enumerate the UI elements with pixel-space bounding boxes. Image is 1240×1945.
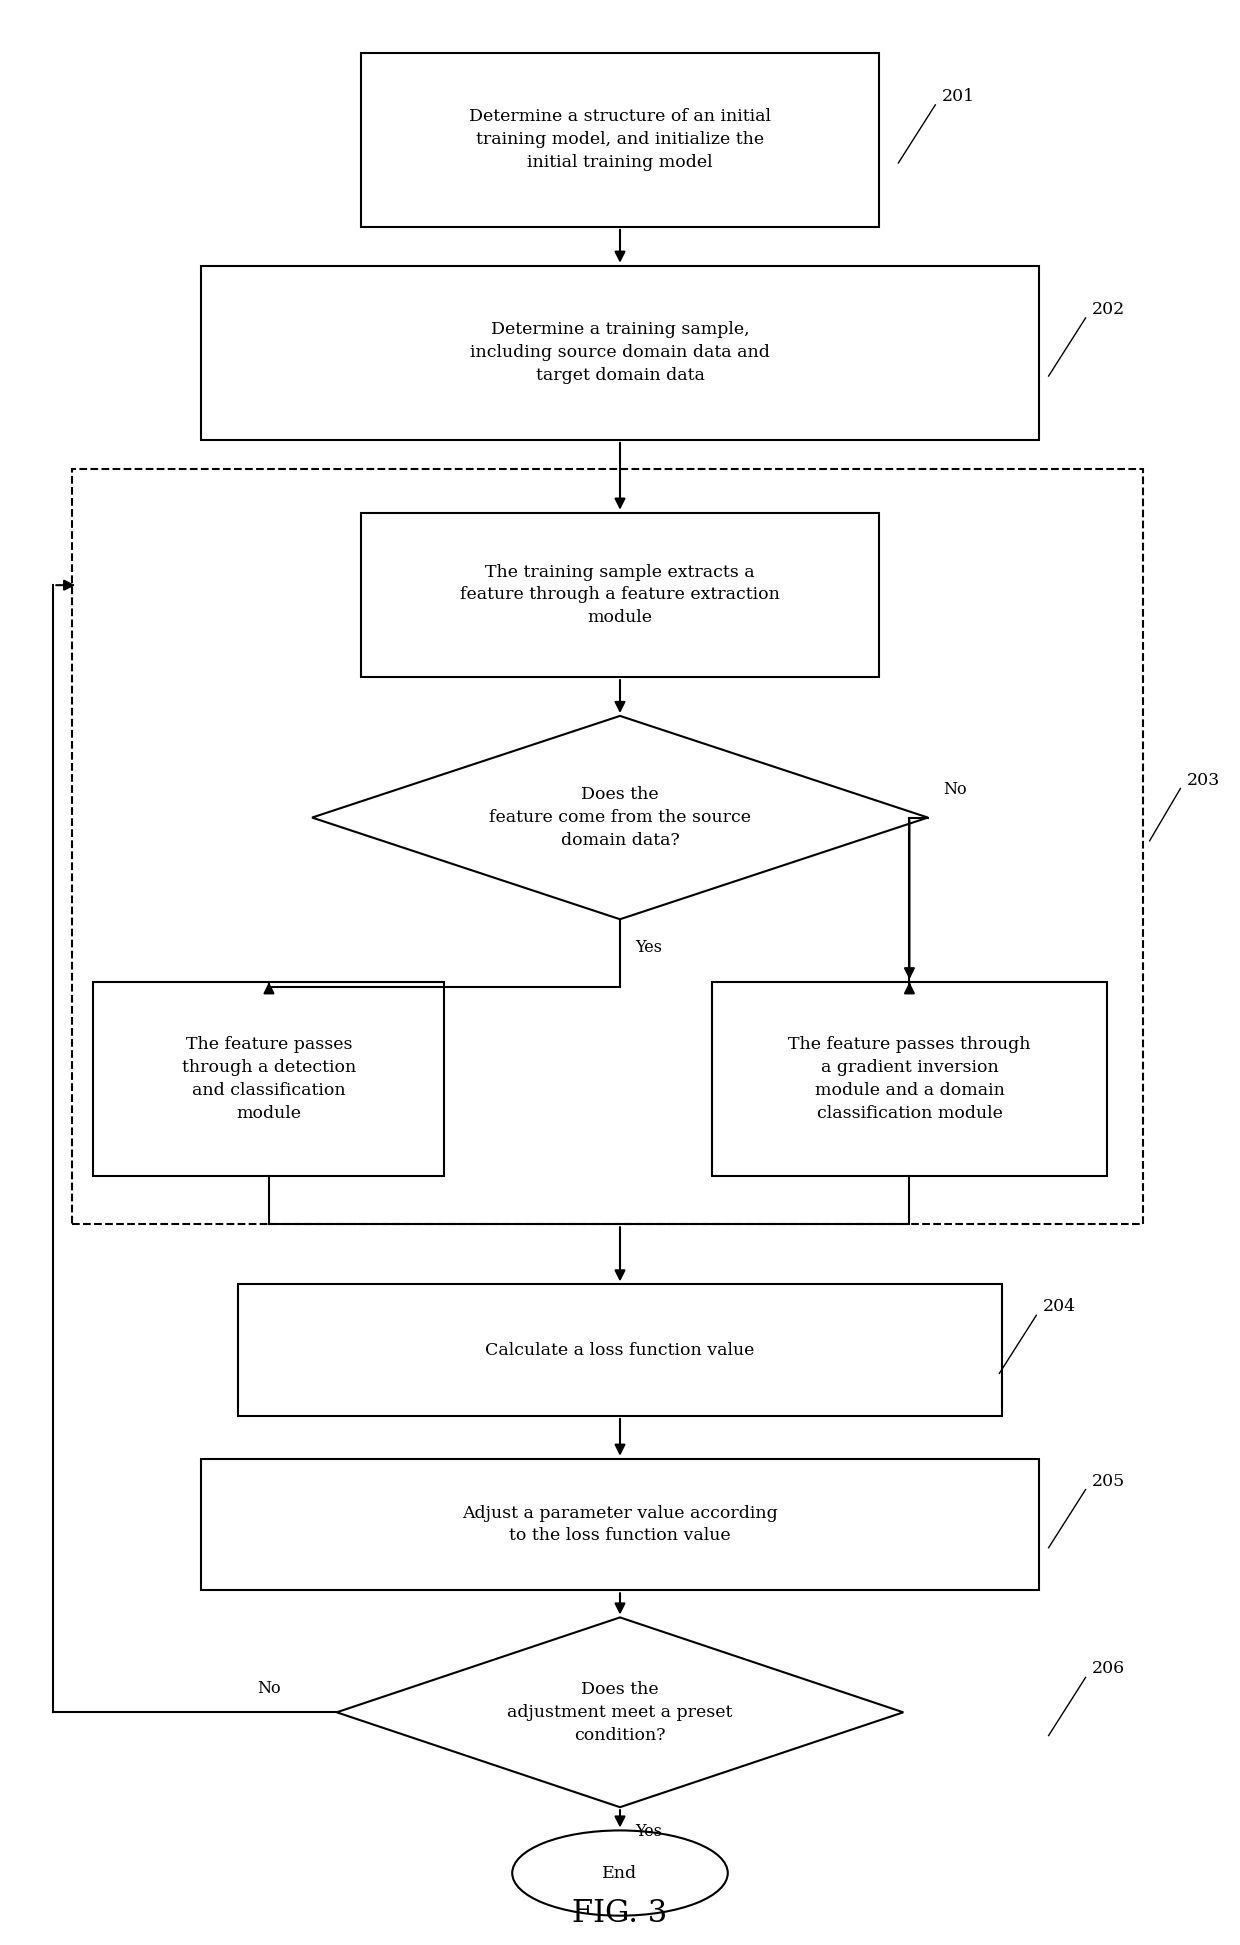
Text: Determine a training sample,
including source domain data and
target domain data: Determine a training sample, including s… (470, 321, 770, 383)
Bar (72, 469, 1143, 1223)
FancyBboxPatch shape (238, 1284, 1002, 1416)
Text: 205: 205 (1091, 1472, 1125, 1490)
Text: 204: 204 (1043, 1299, 1075, 1315)
FancyBboxPatch shape (361, 513, 879, 677)
Text: 201: 201 (941, 88, 975, 105)
FancyBboxPatch shape (201, 266, 1039, 440)
Text: 202: 202 (1091, 301, 1125, 317)
FancyBboxPatch shape (93, 982, 444, 1177)
Text: 203: 203 (1187, 772, 1220, 788)
FancyBboxPatch shape (361, 53, 879, 228)
Text: Yes: Yes (635, 1822, 662, 1840)
Text: The feature passes through
a gradient inversion
module and a domain
classificati: The feature passes through a gradient in… (789, 1037, 1030, 1122)
Polygon shape (312, 716, 928, 920)
Text: The feature passes
through a detection
and classification
module: The feature passes through a detection a… (182, 1037, 356, 1122)
Text: Yes: Yes (635, 939, 662, 955)
Text: The training sample extracts a
feature through a feature extraction
module: The training sample extracts a feature t… (460, 564, 780, 626)
Text: No: No (942, 782, 966, 797)
FancyBboxPatch shape (201, 1459, 1039, 1591)
Text: FIG. 3: FIG. 3 (573, 1898, 667, 1929)
Text: Does the
feature come from the source
domain data?: Does the feature come from the source do… (489, 786, 751, 848)
Text: No: No (257, 1680, 280, 1696)
Text: End: End (603, 1865, 637, 1881)
Text: 206: 206 (1091, 1661, 1125, 1677)
Text: Calculate a loss function value: Calculate a loss function value (485, 1342, 755, 1360)
Ellipse shape (512, 1830, 728, 1916)
Text: Does the
adjustment meet a preset
condition?: Does the adjustment meet a preset condit… (507, 1680, 733, 1743)
Text: Adjust a parameter value according
to the loss function value: Adjust a parameter value according to th… (463, 1505, 777, 1544)
Polygon shape (337, 1618, 903, 1807)
Text: Determine a structure of an initial
training model, and initialize the
initial t: Determine a structure of an initial trai… (469, 109, 771, 171)
FancyBboxPatch shape (712, 982, 1106, 1177)
